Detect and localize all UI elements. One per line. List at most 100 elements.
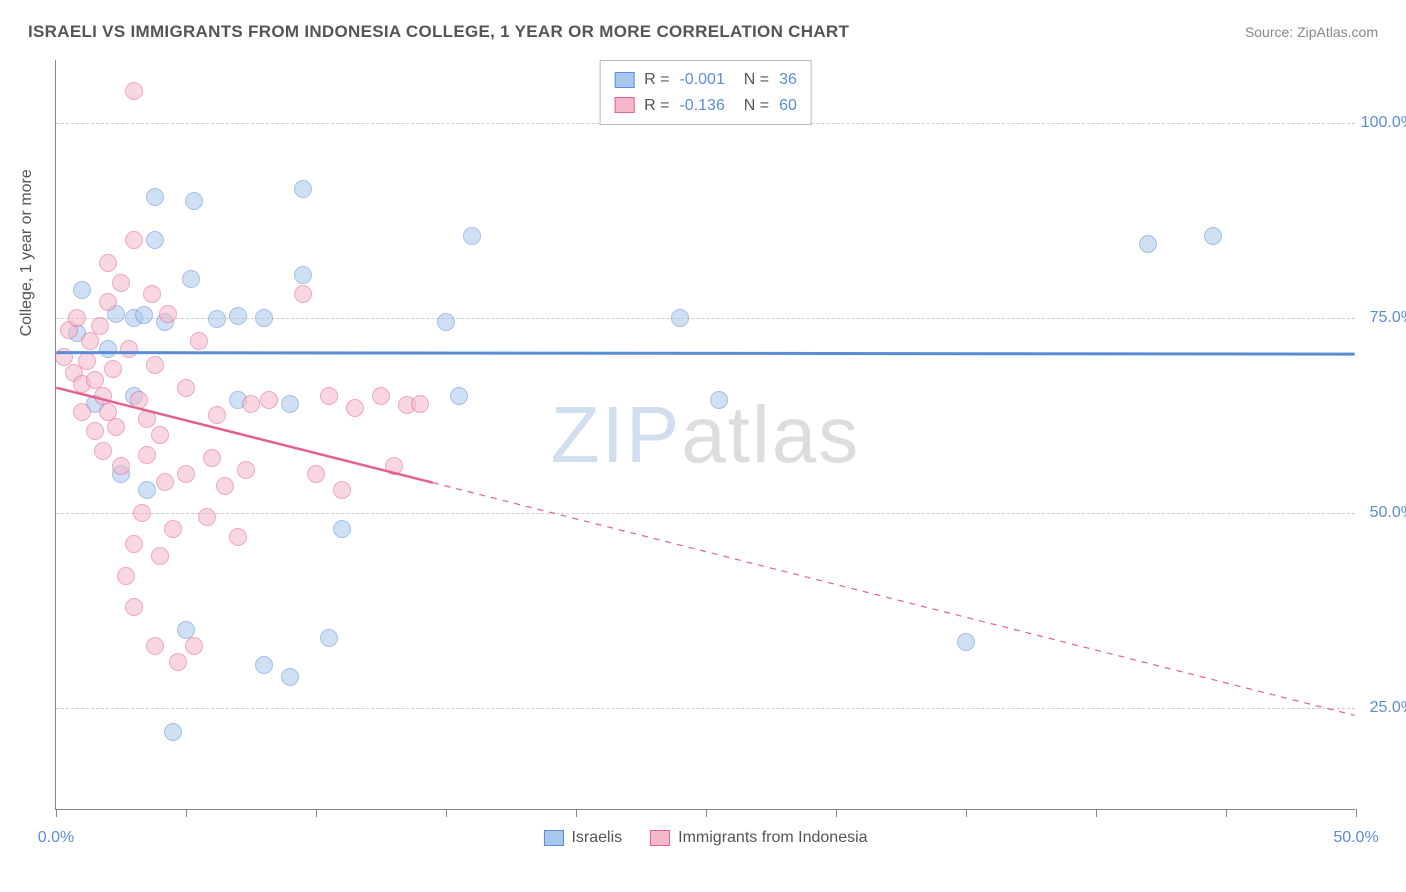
legend-swatch-icon xyxy=(543,830,563,846)
scatter-point xyxy=(450,387,468,405)
legend-n-value: 36 xyxy=(779,67,797,93)
scatter-point xyxy=(1139,235,1157,253)
scatter-point xyxy=(185,192,203,210)
scatter-point xyxy=(333,481,351,499)
scatter-point xyxy=(463,227,481,245)
plot-area: R = -0.001 N = 36 R = -0.136 N = 60 ZIPa… xyxy=(55,60,1355,810)
legend-n-value: 60 xyxy=(779,93,797,119)
scatter-point xyxy=(130,391,148,409)
scatter-point xyxy=(411,395,429,413)
scatter-point xyxy=(94,442,112,460)
scatter-point xyxy=(169,653,187,671)
scatter-point xyxy=(385,457,403,475)
scatter-point xyxy=(86,422,104,440)
scatter-point xyxy=(242,395,260,413)
legend-n-label: N = xyxy=(735,93,769,119)
scatter-point xyxy=(146,231,164,249)
scatter-point xyxy=(138,410,156,428)
scatter-point xyxy=(117,567,135,585)
scatter-point xyxy=(151,426,169,444)
chart-title: ISRAELI VS IMMIGRANTS FROM INDONESIA COL… xyxy=(28,22,849,42)
x-tick xyxy=(1226,809,1227,817)
scatter-point xyxy=(333,520,351,538)
gridline xyxy=(56,513,1355,514)
scatter-point xyxy=(138,481,156,499)
legend-r-value: -0.136 xyxy=(679,93,724,119)
scatter-point xyxy=(671,309,689,327)
watermark-atlas: atlas xyxy=(681,390,860,479)
scatter-point xyxy=(159,305,177,323)
scatter-point xyxy=(73,403,91,421)
scatter-point xyxy=(81,332,99,350)
scatter-point xyxy=(164,723,182,741)
scatter-point xyxy=(120,340,138,358)
scatter-point xyxy=(190,332,208,350)
legend-correlation: R = -0.001 N = 36 R = -0.136 N = 60 xyxy=(599,60,812,125)
scatter-point xyxy=(99,340,117,358)
scatter-point xyxy=(156,473,174,491)
scatter-point xyxy=(346,399,364,417)
gridline xyxy=(56,318,1355,319)
scatter-point xyxy=(112,457,130,475)
x-tick xyxy=(186,809,187,817)
scatter-point xyxy=(146,356,164,374)
scatter-point xyxy=(146,637,164,655)
legend-swatch-icon xyxy=(650,830,670,846)
scatter-point xyxy=(255,656,273,674)
scatter-point xyxy=(125,82,143,100)
chart-header: ISRAELI VS IMMIGRANTS FROM INDONESIA COL… xyxy=(28,22,1378,42)
chart-source: Source: ZipAtlas.com xyxy=(1245,24,1378,40)
legend-item: Immigrants from Indonesia xyxy=(650,829,867,847)
scatter-point xyxy=(208,406,226,424)
x-tick xyxy=(706,809,707,817)
scatter-point xyxy=(203,449,221,467)
scatter-point xyxy=(294,266,312,284)
scatter-point xyxy=(177,465,195,483)
legend-n-label: N = xyxy=(735,67,769,93)
scatter-point xyxy=(125,598,143,616)
scatter-point xyxy=(185,637,203,655)
x-tick xyxy=(316,809,317,817)
x-tick xyxy=(1096,809,1097,817)
y-tick-label: 100.0% xyxy=(1361,114,1406,132)
scatter-point xyxy=(164,520,182,538)
scatter-point xyxy=(112,274,130,292)
scatter-point xyxy=(320,387,338,405)
x-tick xyxy=(446,809,447,817)
scatter-point xyxy=(237,461,255,479)
scatter-point xyxy=(320,629,338,647)
scatter-point xyxy=(133,504,151,522)
scatter-point xyxy=(91,317,109,335)
scatter-point xyxy=(307,465,325,483)
scatter-point xyxy=(146,188,164,206)
scatter-point xyxy=(182,270,200,288)
scatter-point xyxy=(255,309,273,327)
x-tick-label: 50.0% xyxy=(1333,829,1378,847)
legend-row: R = -0.001 N = 36 xyxy=(614,67,797,93)
scatter-point xyxy=(135,306,153,324)
legend-item: Israelis xyxy=(543,829,622,847)
legend-r-value: -0.001 xyxy=(679,67,724,93)
watermark: ZIPatlas xyxy=(551,389,860,481)
gridline xyxy=(56,708,1355,709)
scatter-point xyxy=(281,395,299,413)
x-tick xyxy=(836,809,837,817)
scatter-point xyxy=(294,285,312,303)
y-axis-label: College, 1 year or more xyxy=(18,169,36,336)
scatter-point xyxy=(125,231,143,249)
scatter-point xyxy=(125,535,143,553)
scatter-point xyxy=(229,528,247,546)
x-tick xyxy=(576,809,577,817)
scatter-point xyxy=(99,254,117,272)
x-tick xyxy=(56,809,57,817)
scatter-point xyxy=(78,352,96,370)
scatter-point xyxy=(372,387,390,405)
scatter-point xyxy=(281,668,299,686)
trend-lines-svg xyxy=(56,60,1355,809)
scatter-point xyxy=(208,310,226,328)
legend-series: Israelis Immigrants from Indonesia xyxy=(543,829,867,847)
legend-row: R = -0.136 N = 60 xyxy=(614,93,797,119)
scatter-point xyxy=(138,446,156,464)
scatter-point xyxy=(151,547,169,565)
scatter-point xyxy=(229,307,247,325)
